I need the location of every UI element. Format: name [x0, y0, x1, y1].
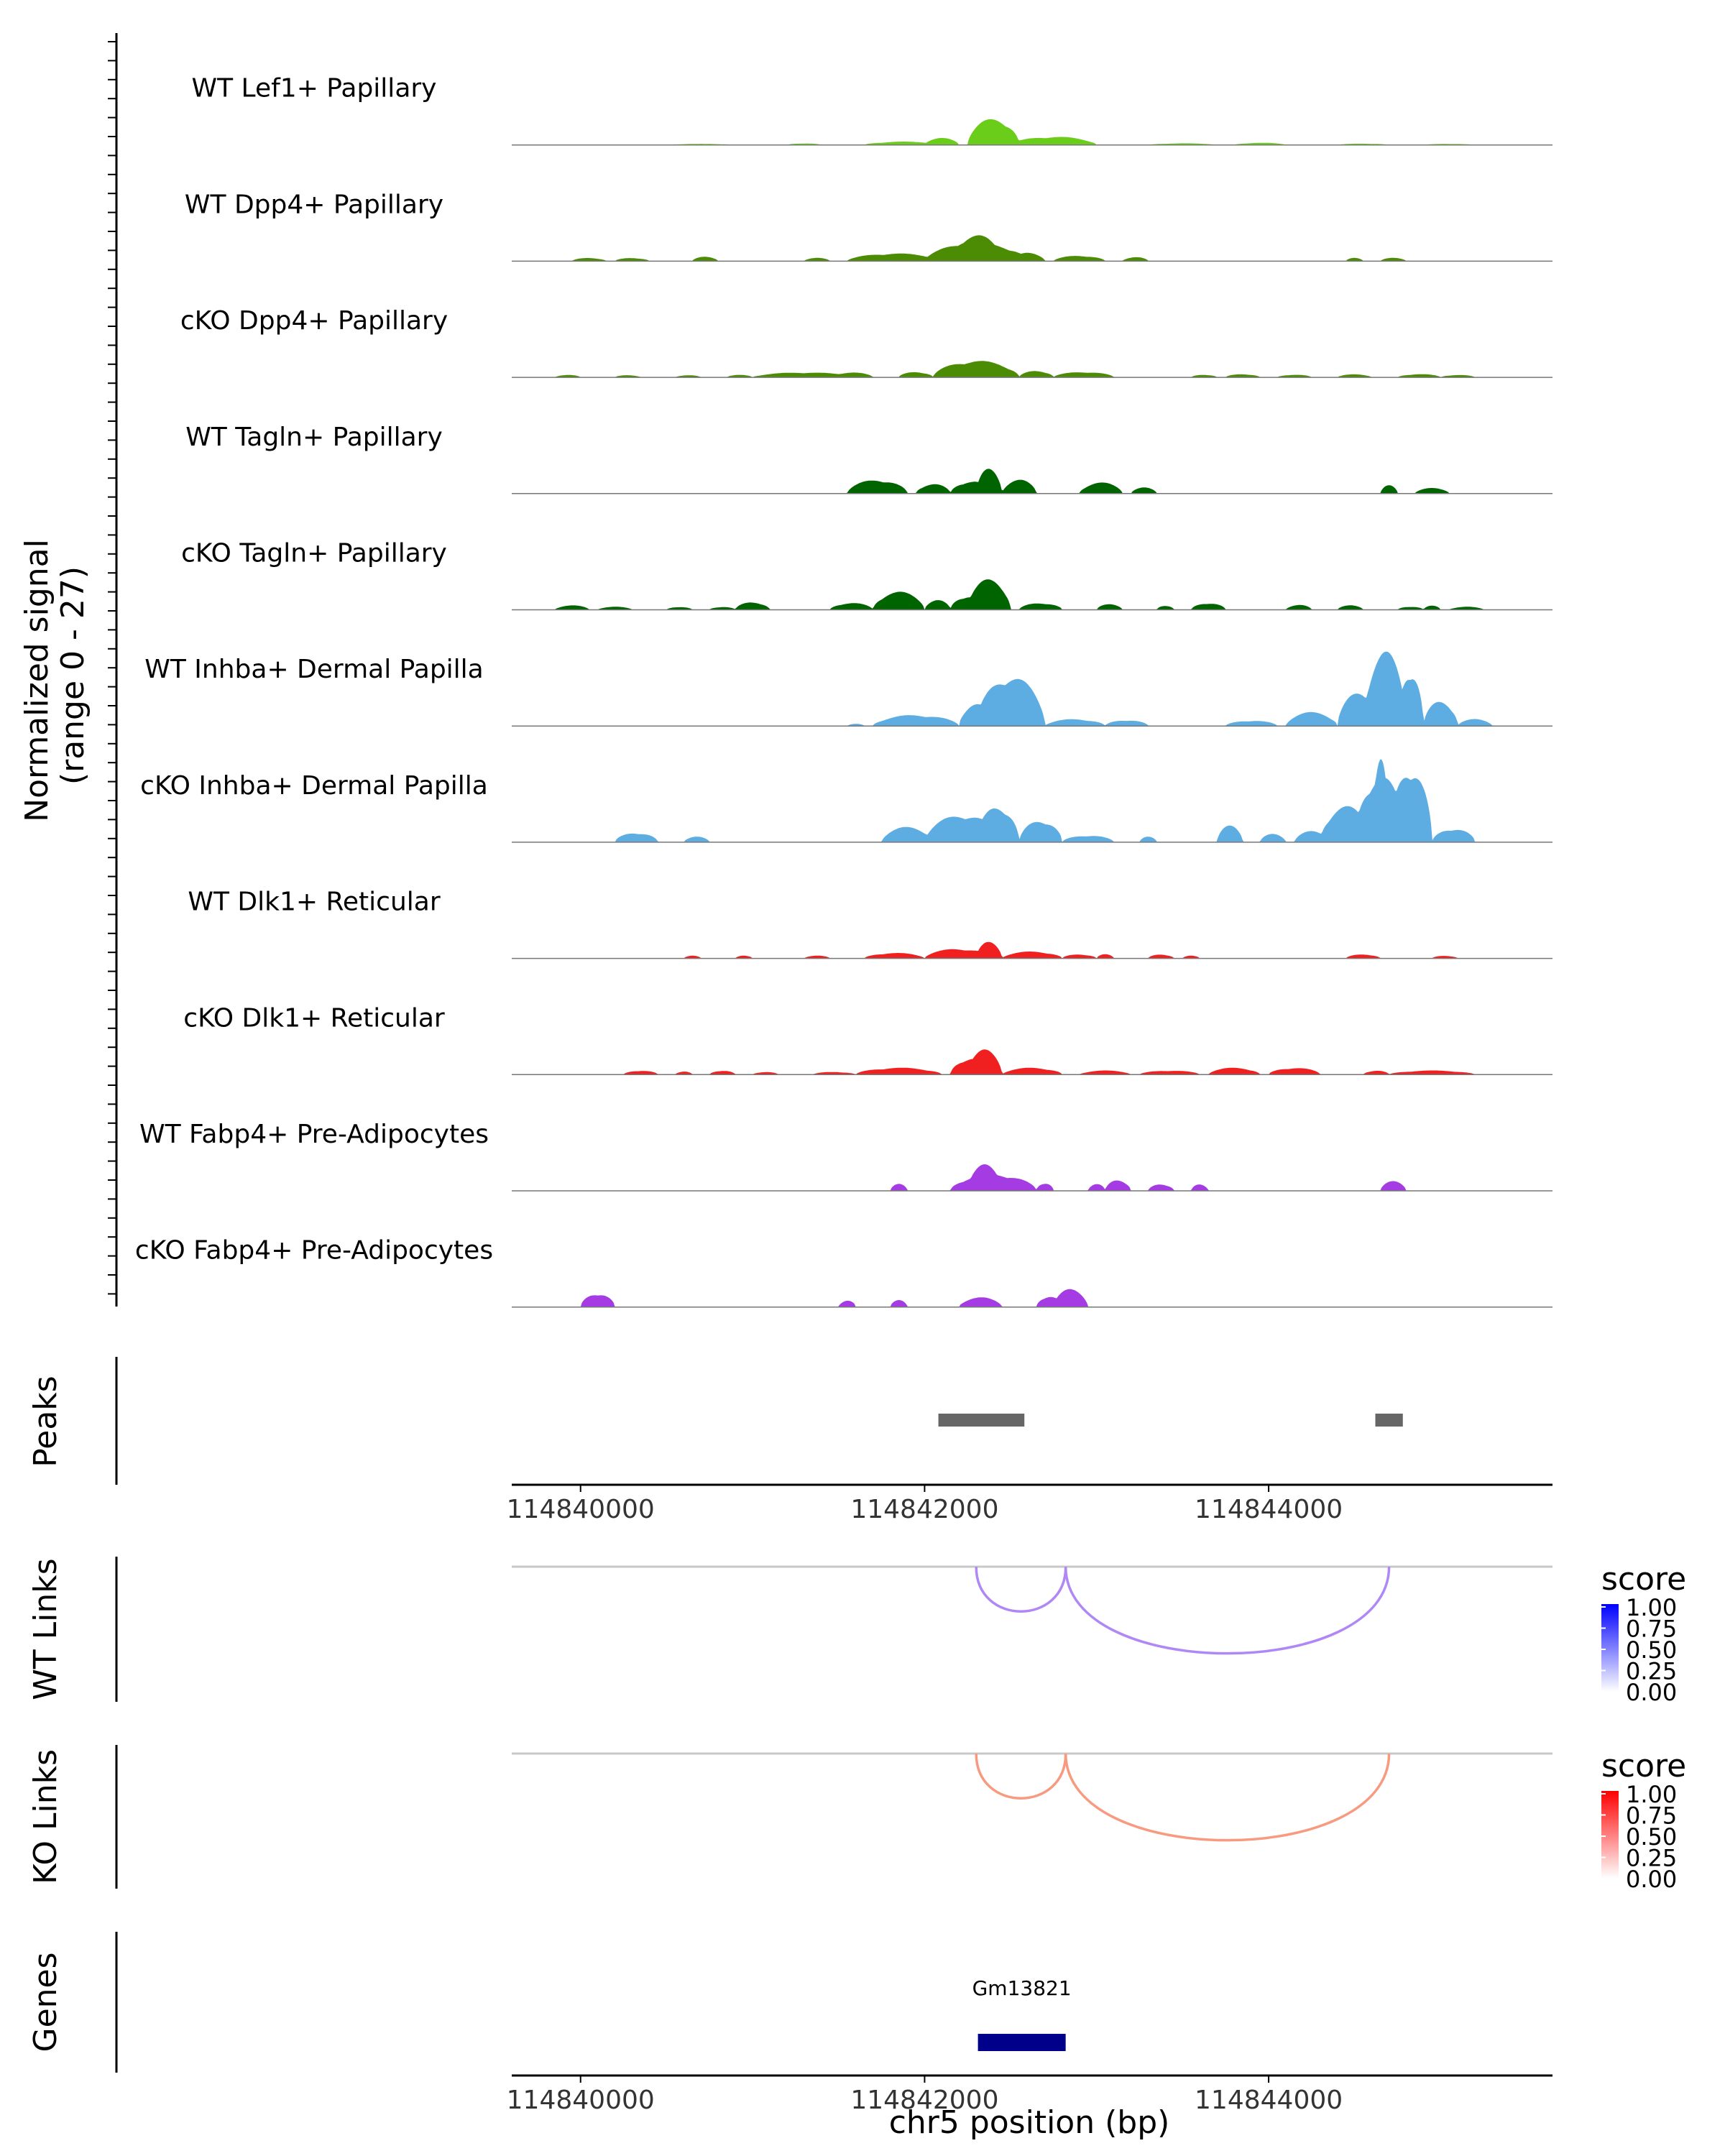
gene-body: [978, 2034, 1066, 2051]
coverage-track-area: [512, 119, 1552, 145]
peak-region: [1375, 1414, 1403, 1427]
links-legend-label: 0.75: [1626, 1802, 1677, 1830]
coverage-track-label: cKO Inhba+ Dermal Papilla: [140, 771, 488, 801]
coverage-track-area: [512, 1164, 1552, 1191]
links-track-label: WT Links: [27, 1558, 64, 1700]
links-legend-colorbar: [1601, 1791, 1619, 1879]
peaks-x-axis-tick-label: 114842000: [850, 1495, 998, 1524]
coverage-track-area: [512, 469, 1552, 494]
links-legend-title: score: [1601, 1561, 1686, 1598]
coverage-track-area: [512, 651, 1552, 727]
coverage-track-area: [512, 941, 1552, 959]
links-legend-label: 0.00: [1626, 1679, 1677, 1706]
links-legend-label: 0.25: [1626, 1658, 1677, 1685]
link-arc: [975, 1753, 1067, 1800]
link-arc: [975, 1566, 1067, 1613]
genes-x-axis-tick-label: 114840000: [507, 2086, 655, 2115]
coverage-track-area: [512, 235, 1552, 262]
genes-x-axis-tick-label: 114842000: [850, 2086, 998, 2115]
links-legend-colorbar: [1601, 1604, 1619, 1692]
coverage-track-label: WT Dlk1+ Reticular: [188, 888, 440, 917]
peaks-track-label: Peaks: [27, 1376, 64, 1467]
links-track-label: KO Links: [27, 1749, 64, 1884]
coverage-track-label: cKO Tagln+ Papillary: [181, 539, 447, 568]
peaks-x-axis-tick-label: 114840000: [507, 1495, 655, 1524]
coverage-track-label: WT Lef1+ Papillary: [192, 74, 437, 103]
links-legend-label: 0.75: [1626, 1616, 1677, 1643]
link-arc: [1064, 1753, 1391, 1842]
coverage-tracks: WT Lef1+ Papillary WT Dpp4+ Papillary cKO …: [135, 74, 1552, 1308]
coverage-track-area: [512, 1049, 1552, 1075]
coverage-track-label: cKO Dpp4+ Papillary: [180, 306, 448, 336]
links-legend-label: 1.00: [1626, 1594, 1677, 1621]
coverage-track-label: cKO Fabp4+ Pre-Adipocytes: [135, 1236, 493, 1266]
genes-track-label: Genes: [27, 1952, 64, 2052]
links-legend-label: 0.50: [1626, 1823, 1677, 1851]
coverage-track-label: cKO Dlk1+ Reticular: [183, 1003, 445, 1033]
peaks-x-axis-tick-label: 114844000: [1195, 1495, 1343, 1524]
coverage-track-area: [512, 361, 1552, 378]
coverage-track-label: WT Dpp4+ Papillary: [185, 190, 443, 219]
coverage-y-axis-label: Normalized signal (range 0 - 27): [19, 529, 91, 822]
coverage-track-area: [512, 1289, 1552, 1307]
coverage-track-area: [512, 579, 1552, 610]
gene-name-label: Gm13821: [972, 1976, 1072, 2000]
coverage-track-area: [512, 759, 1552, 842]
genes-x-axis-tick-label: 114844000: [1195, 2086, 1343, 2115]
coverage-track-label: WT Tagln+ Papillary: [185, 423, 443, 452]
coverage-y-axis: [108, 33, 118, 1307]
x-axis-label: chr5 position (bp): [889, 2104, 1170, 2141]
links-legend-label: 0.50: [1626, 1636, 1677, 1664]
coverage-track-label: WT Fabp4+ Pre-Adipocytes: [139, 1120, 489, 1149]
links-legend-title: score: [1601, 1748, 1686, 1784]
links-legend-label: 0.25: [1626, 1845, 1677, 1872]
genes-track: Genes Gm13821 114840000 114842000 114844000: [27, 1932, 1552, 2115]
coverage-y-axis-label-line2: (range 0 - 27): [55, 566, 91, 785]
peaks-track: Peaks 114840000 114842000 114844000: [27, 1357, 1552, 1524]
link-arc: [1064, 1566, 1391, 1655]
links-legend-label: 0.00: [1626, 1866, 1677, 1893]
links-legend-label: 1.00: [1626, 1781, 1677, 1808]
coverage-track-label: WT Inhba+ Dermal Papilla: [144, 655, 483, 684]
coverage-y-axis-label-line1: Normalized signal: [19, 539, 55, 822]
peak-region: [938, 1414, 1025, 1427]
